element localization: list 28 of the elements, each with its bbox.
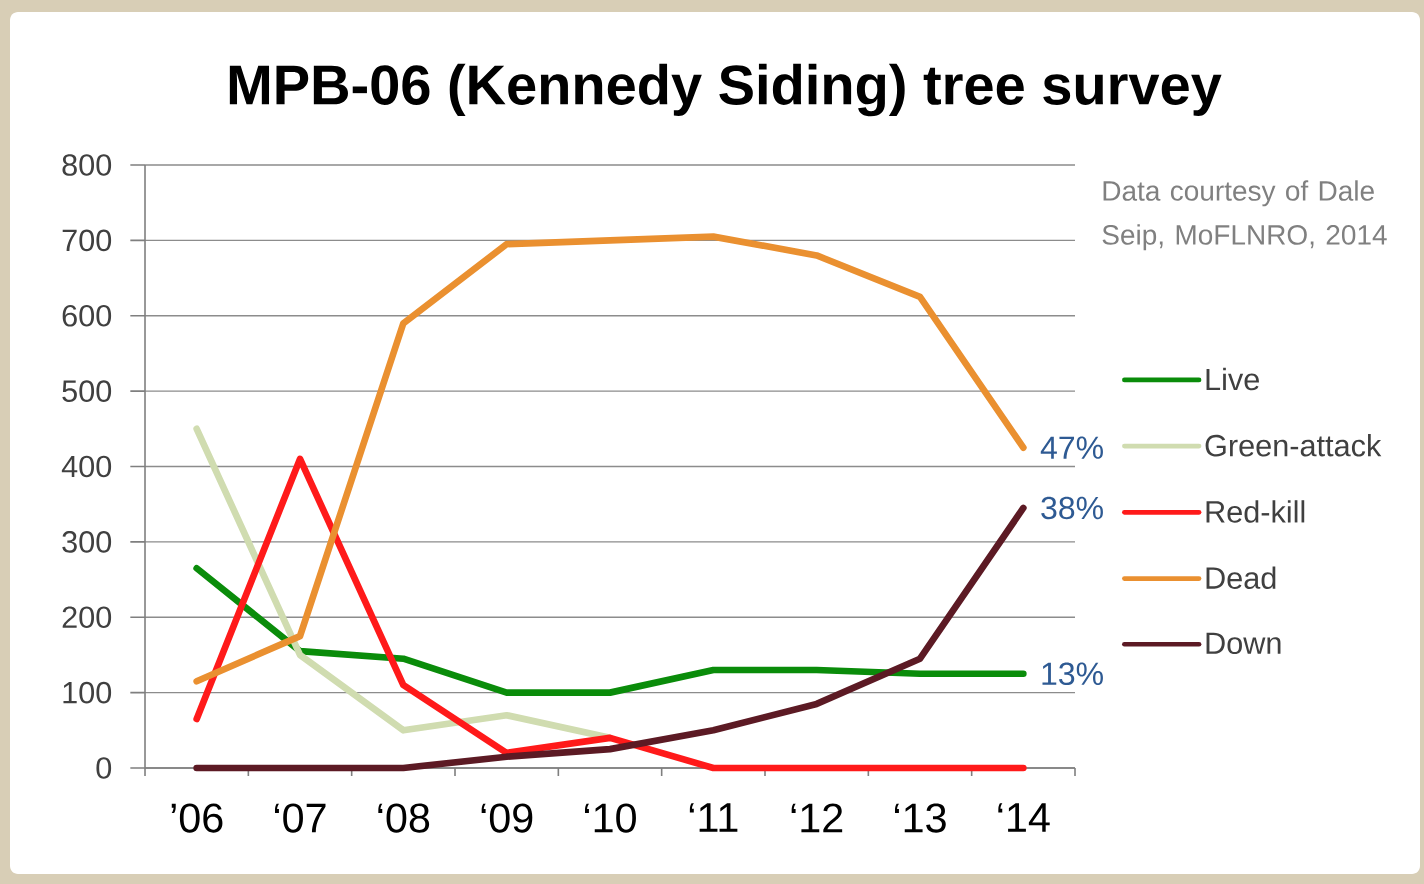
annotation: 47% <box>1040 436 1103 459</box>
text: Data courtesy of Dale Seip, MoFLNRO, 2014 <box>1102 180 1387 251</box>
annotation: 13% <box>1042 662 1103 686</box>
x-tick-label: ‘09 <box>481 803 533 833</box>
y-tick-label: 800 <box>62 154 112 176</box>
x-tick-label: ’06 <box>171 803 223 833</box>
x-tick-label: ‘11 <box>689 803 738 832</box>
legend-label: Dead <box>1206 566 1276 589</box>
legend-label: Down <box>1206 632 1281 655</box>
y-tick-label: 400 <box>61 455 112 478</box>
y-tick-label: 0 <box>96 757 112 779</box>
y-tick-label: 700 <box>62 229 112 252</box>
x-tick-label: ‘14 <box>998 803 1050 832</box>
x-tick-label: ‘07 <box>275 803 326 833</box>
legend-label: Live <box>1206 367 1259 391</box>
x-tick-label: ‘08 <box>378 803 430 833</box>
y-tick-label: 600 <box>62 304 112 327</box>
annotation: 38% <box>1041 496 1103 520</box>
x-tick-label: ‘13 <box>894 803 946 833</box>
legend-label: Green-attack <box>1205 434 1382 457</box>
x-tick-label: ‘12 <box>791 803 843 833</box>
y-tick-label: 100 <box>63 681 112 704</box>
y-tick-label: 500 <box>62 380 112 402</box>
y-tick-label: 200 <box>62 606 112 629</box>
y-tick-label: 300 <box>62 531 112 553</box>
x-tick-label: ‘10 <box>585 803 636 833</box>
chart-title: MPB-06 (Kennedy Siding) tree survey <box>229 63 1222 117</box>
legend-label: Red-kill <box>1206 500 1305 523</box>
